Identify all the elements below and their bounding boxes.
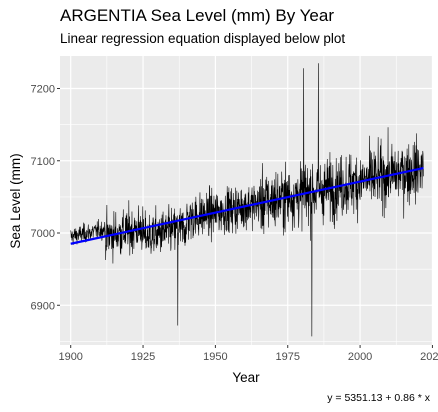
x-tick-label: 1975	[275, 351, 299, 363]
y-tick-label: 7100	[31, 156, 55, 168]
regression-equation-caption: y = 5351.13 + 0.86 * x	[327, 392, 430, 404]
major-gridlines	[60, 56, 434, 345]
regression-trend-line	[70, 166, 424, 245]
y-tick-label: 7000	[31, 228, 55, 240]
y-tick-label: 7200	[31, 84, 55, 96]
regression-line	[70, 166, 424, 245]
x-tick-label: 1925	[131, 351, 155, 363]
x-axis-title: Year	[232, 370, 260, 385]
y-axis-title: Sea Level (mm)	[8, 153, 23, 248]
minor-gridlines	[60, 56, 433, 345]
x-tick-label: 1900	[58, 351, 82, 363]
x-tick-label: 2000	[348, 351, 372, 363]
y-tick-label: 6900	[31, 300, 55, 312]
x-tick-label: 1950	[203, 351, 227, 363]
x-axis-ticks: 1900 1925 1950 1975 2000 2025	[58, 345, 438, 363]
chart-title: ARGENTIA Sea Level (mm) By Year	[60, 6, 334, 25]
y-axis-ticks: 6900 7000 7100 7200	[31, 84, 60, 312]
sea-level-series	[70, 63, 424, 337]
plot-panel	[60, 56, 433, 345]
x-tick-label: 2025	[420, 351, 438, 363]
series-path	[70, 63, 424, 337]
chart-subtitle: Linear regression equation displayed bel…	[60, 31, 346, 46]
